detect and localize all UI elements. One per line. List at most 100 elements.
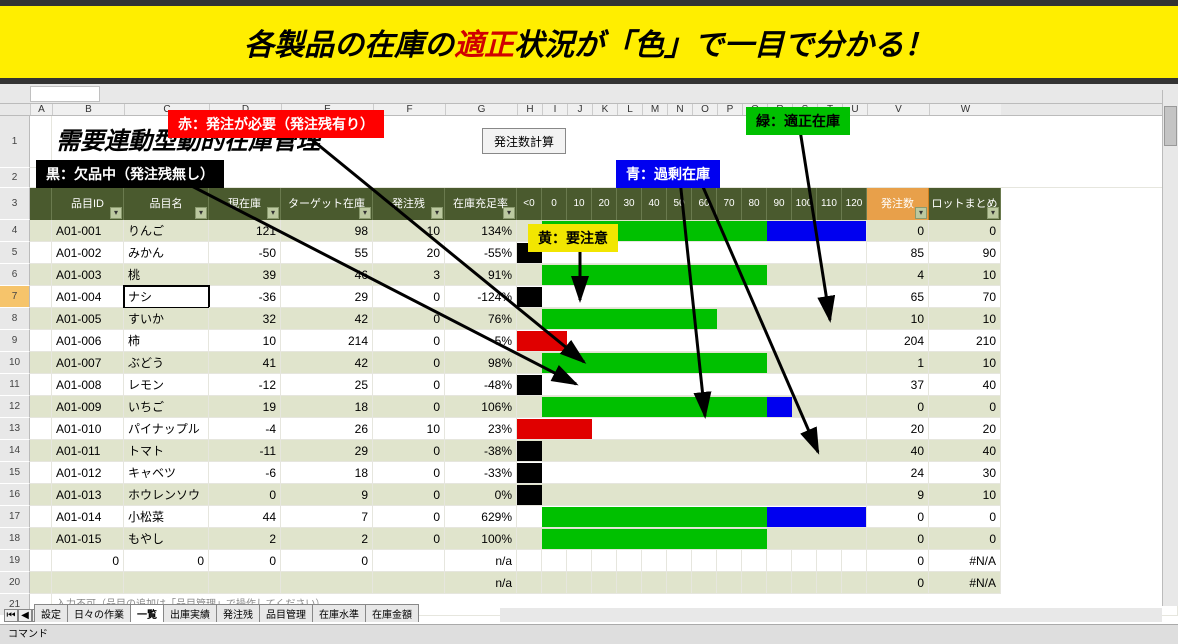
data-cell[interactable]: -55% [445, 242, 517, 264]
data-cell[interactable]: -11 [209, 440, 281, 462]
table-header[interactable]: 在庫充足率▾ [445, 188, 517, 220]
table-header[interactable]: 発注残▾ [373, 188, 445, 220]
spacer-cell[interactable] [30, 308, 52, 330]
data-cell[interactable]: -4 [209, 418, 281, 440]
table-header[interactable]: 発注数▾ [867, 188, 929, 220]
data-cell[interactable]: 0 [373, 506, 445, 528]
data-cell[interactable] [717, 550, 742, 572]
table-header[interactable]: ロットまとめ▾ [929, 188, 1001, 220]
filter-icon[interactable]: ▾ [267, 207, 279, 219]
data-cell[interactable]: トマト [124, 440, 209, 462]
data-cell[interactable]: 41 [209, 352, 281, 374]
data-cell[interactable]: 0 [867, 550, 929, 572]
data-cell[interactable]: 30 [929, 462, 1001, 484]
data-cell[interactable]: 1 [867, 352, 929, 374]
data-cell[interactable]: 小松菜 [124, 506, 209, 528]
col-header[interactable]: B [52, 104, 124, 115]
data-cell[interactable]: A01-014 [52, 506, 124, 528]
sheet-tab[interactable]: 日々の作業 [67, 604, 131, 622]
row-number[interactable]: 18 [0, 528, 30, 550]
data-cell[interactable]: 2 [209, 528, 281, 550]
data-cell[interactable]: 18 [281, 396, 373, 418]
data-cell[interactable]: 65 [867, 286, 929, 308]
data-cell[interactable]: -36 [209, 286, 281, 308]
col-header[interactable]: L [617, 104, 642, 115]
data-cell[interactable]: 91% [445, 264, 517, 286]
filter-icon[interactable]: ▾ [987, 207, 999, 219]
table-header[interactable]: ターゲット在庫▾ [281, 188, 373, 220]
spacer-cell[interactable] [30, 418, 52, 440]
data-cell[interactable]: 0 [373, 286, 445, 308]
col-header[interactable]: K [592, 104, 617, 115]
sheet-tab[interactable]: 在庫水準 [312, 604, 366, 622]
data-cell[interactable] [767, 550, 792, 572]
data-cell[interactable]: 76% [445, 308, 517, 330]
data-cell[interactable]: 0% [445, 484, 517, 506]
spacer-cell[interactable] [30, 462, 52, 484]
data-cell[interactable]: -33% [445, 462, 517, 484]
data-cell[interactable]: ぶどう [124, 352, 209, 374]
data-cell[interactable]: 0 [867, 528, 929, 550]
data-cell[interactable]: n/a [445, 550, 517, 572]
data-cell[interactable]: 40 [929, 374, 1001, 396]
data-cell[interactable]: 214 [281, 330, 373, 352]
data-cell[interactable] [617, 550, 642, 572]
filter-icon[interactable]: ▾ [195, 207, 207, 219]
row-number[interactable]: 13 [0, 418, 30, 440]
data-cell[interactable]: 9 [281, 484, 373, 506]
data-cell[interactable] [642, 550, 667, 572]
row-number[interactable]: 2 [0, 168, 30, 188]
table-header[interactable]: 0 [542, 188, 567, 220]
data-cell[interactable]: 98% [445, 352, 517, 374]
data-cell[interactable]: A01-004 [52, 286, 124, 308]
data-cell[interactable]: 10 [929, 264, 1001, 286]
data-cell[interactable]: 37 [867, 374, 929, 396]
col-header[interactable]: P [717, 104, 742, 115]
row-number[interactable]: 20 [0, 572, 30, 594]
data-cell[interactable]: 46 [281, 264, 373, 286]
data-cell[interactable]: 204 [867, 330, 929, 352]
col-header[interactable]: H [517, 104, 542, 115]
table-header[interactable]: 60 [692, 188, 717, 220]
data-cell[interactable] [817, 572, 842, 594]
data-cell[interactable] [592, 572, 617, 594]
data-cell[interactable]: 0 [373, 308, 445, 330]
spacer-cell[interactable] [30, 286, 52, 308]
data-cell[interactable]: パイナップル [124, 418, 209, 440]
data-cell[interactable]: 70 [929, 286, 1001, 308]
col-header[interactable]: I [542, 104, 567, 115]
data-cell[interactable]: 0 [373, 330, 445, 352]
data-cell[interactable]: 0 [52, 550, 124, 572]
col-header[interactable]: W [929, 104, 1001, 115]
sheet-tabs[interactable]: 設定日々の作業一覧出庫実績発注残品目管理在庫水準在庫金額 [34, 604, 418, 622]
data-cell[interactable]: 0 [867, 572, 929, 594]
data-cell[interactable]: 0 [929, 528, 1001, 550]
grid[interactable]: 1 需要連動型動的在庫管理 発注数計算 2 3 品目ID▾品目名▾現在庫▾ターゲ… [0, 116, 1178, 616]
row-number[interactable]: 17 [0, 506, 30, 528]
row-number[interactable]: 7 [0, 286, 30, 308]
data-cell[interactable]: A01-006 [52, 330, 124, 352]
data-cell[interactable]: A01-015 [52, 528, 124, 550]
filter-icon[interactable]: ▾ [503, 207, 515, 219]
data-cell[interactable] [517, 572, 542, 594]
filter-icon[interactable]: ▾ [915, 207, 927, 219]
data-cell[interactable]: 桃 [124, 264, 209, 286]
data-cell[interactable]: 29 [281, 440, 373, 462]
row-number[interactable]: 6 [0, 264, 30, 286]
data-cell[interactable]: 0 [867, 396, 929, 418]
data-cell[interactable]: 0 [124, 550, 209, 572]
data-cell[interactable]: 106% [445, 396, 517, 418]
table-header[interactable]: 80 [742, 188, 767, 220]
spacer-cell[interactable] [30, 264, 52, 286]
data-cell[interactable] [124, 572, 209, 594]
data-cell[interactable] [567, 572, 592, 594]
data-cell[interactable]: 32 [209, 308, 281, 330]
data-cell[interactable]: もやし [124, 528, 209, 550]
data-cell[interactable]: A01-011 [52, 440, 124, 462]
data-cell[interactable]: 44 [209, 506, 281, 528]
sheet-tab[interactable]: 一覧 [130, 604, 164, 622]
table-header[interactable] [30, 188, 52, 220]
v-scrollbar[interactable] [1162, 90, 1178, 606]
data-cell[interactable]: 0 [373, 396, 445, 418]
data-cell[interactable]: 0 [209, 550, 281, 572]
